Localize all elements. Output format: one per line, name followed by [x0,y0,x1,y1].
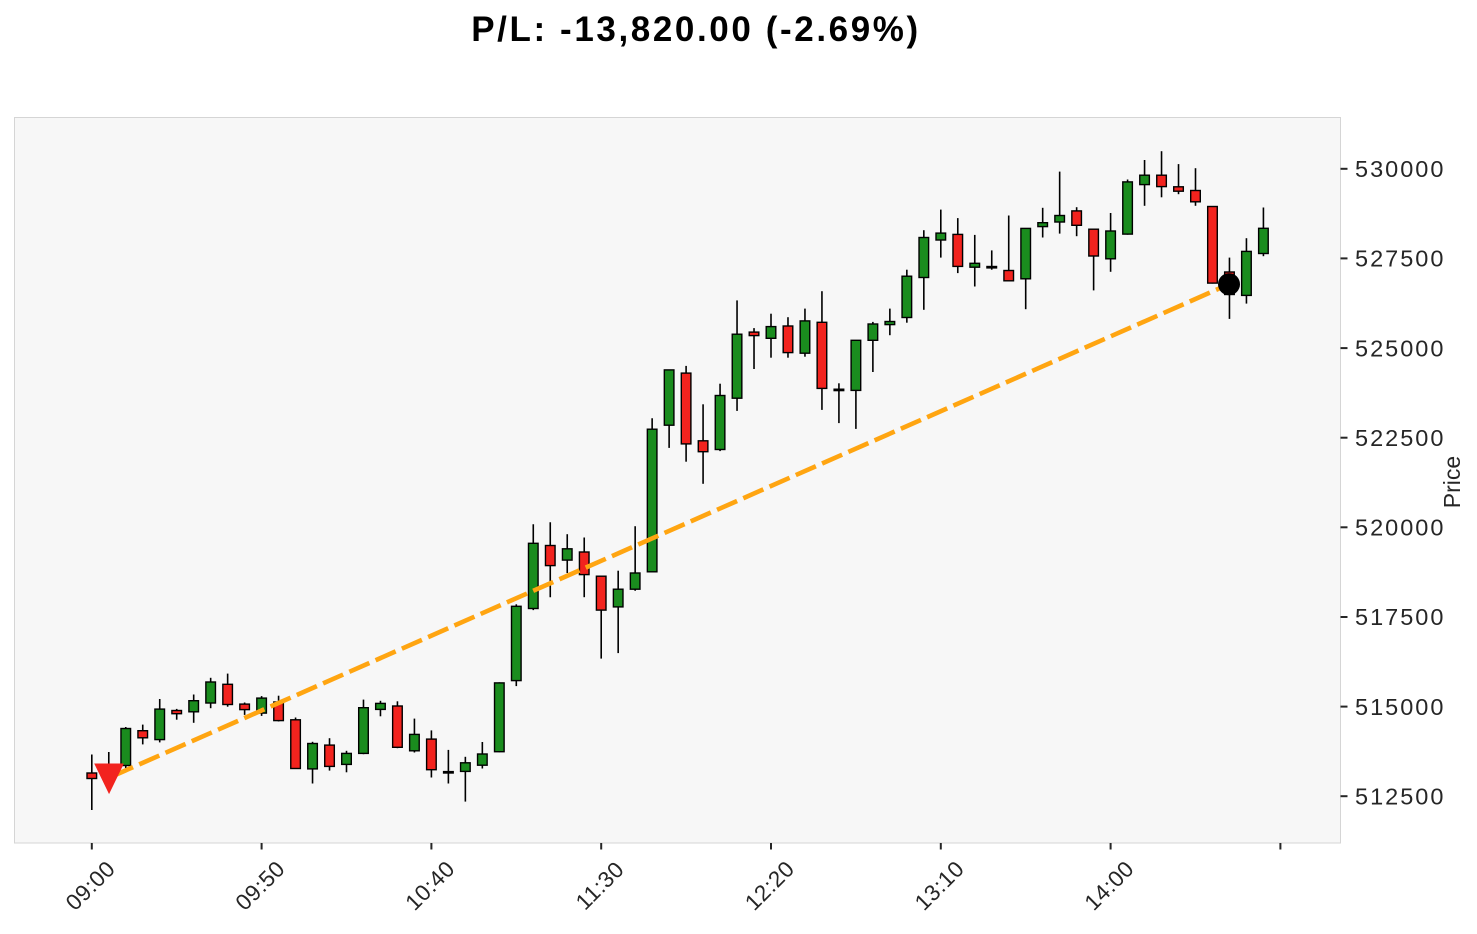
svg-text:515000: 515000 [1355,694,1445,720]
svg-text:11:30: 11:30 [571,857,629,915]
svg-text:522500: 522500 [1355,425,1445,451]
svg-text:512500: 512500 [1355,784,1445,810]
svg-text:Price: Price [1439,456,1465,508]
svg-text:520000: 520000 [1355,515,1445,541]
svg-text:517500: 517500 [1355,604,1445,630]
svg-text:09:50: 09:50 [231,856,290,915]
svg-text:530000: 530000 [1355,156,1445,182]
svg-text:09:00: 09:00 [61,856,120,915]
svg-text:527500: 527500 [1355,246,1445,272]
svg-text:12:20: 12:20 [740,856,799,915]
svg-text:525000: 525000 [1355,335,1445,361]
svg-text:14:00: 14:00 [1080,856,1139,915]
svg-text:10:40: 10:40 [400,856,459,915]
svg-text:13:10: 13:10 [910,856,969,915]
svg-text:P/L: -13,820.00 (-2.69%): P/L: -13,820.00 (-2.69%) [471,10,921,49]
